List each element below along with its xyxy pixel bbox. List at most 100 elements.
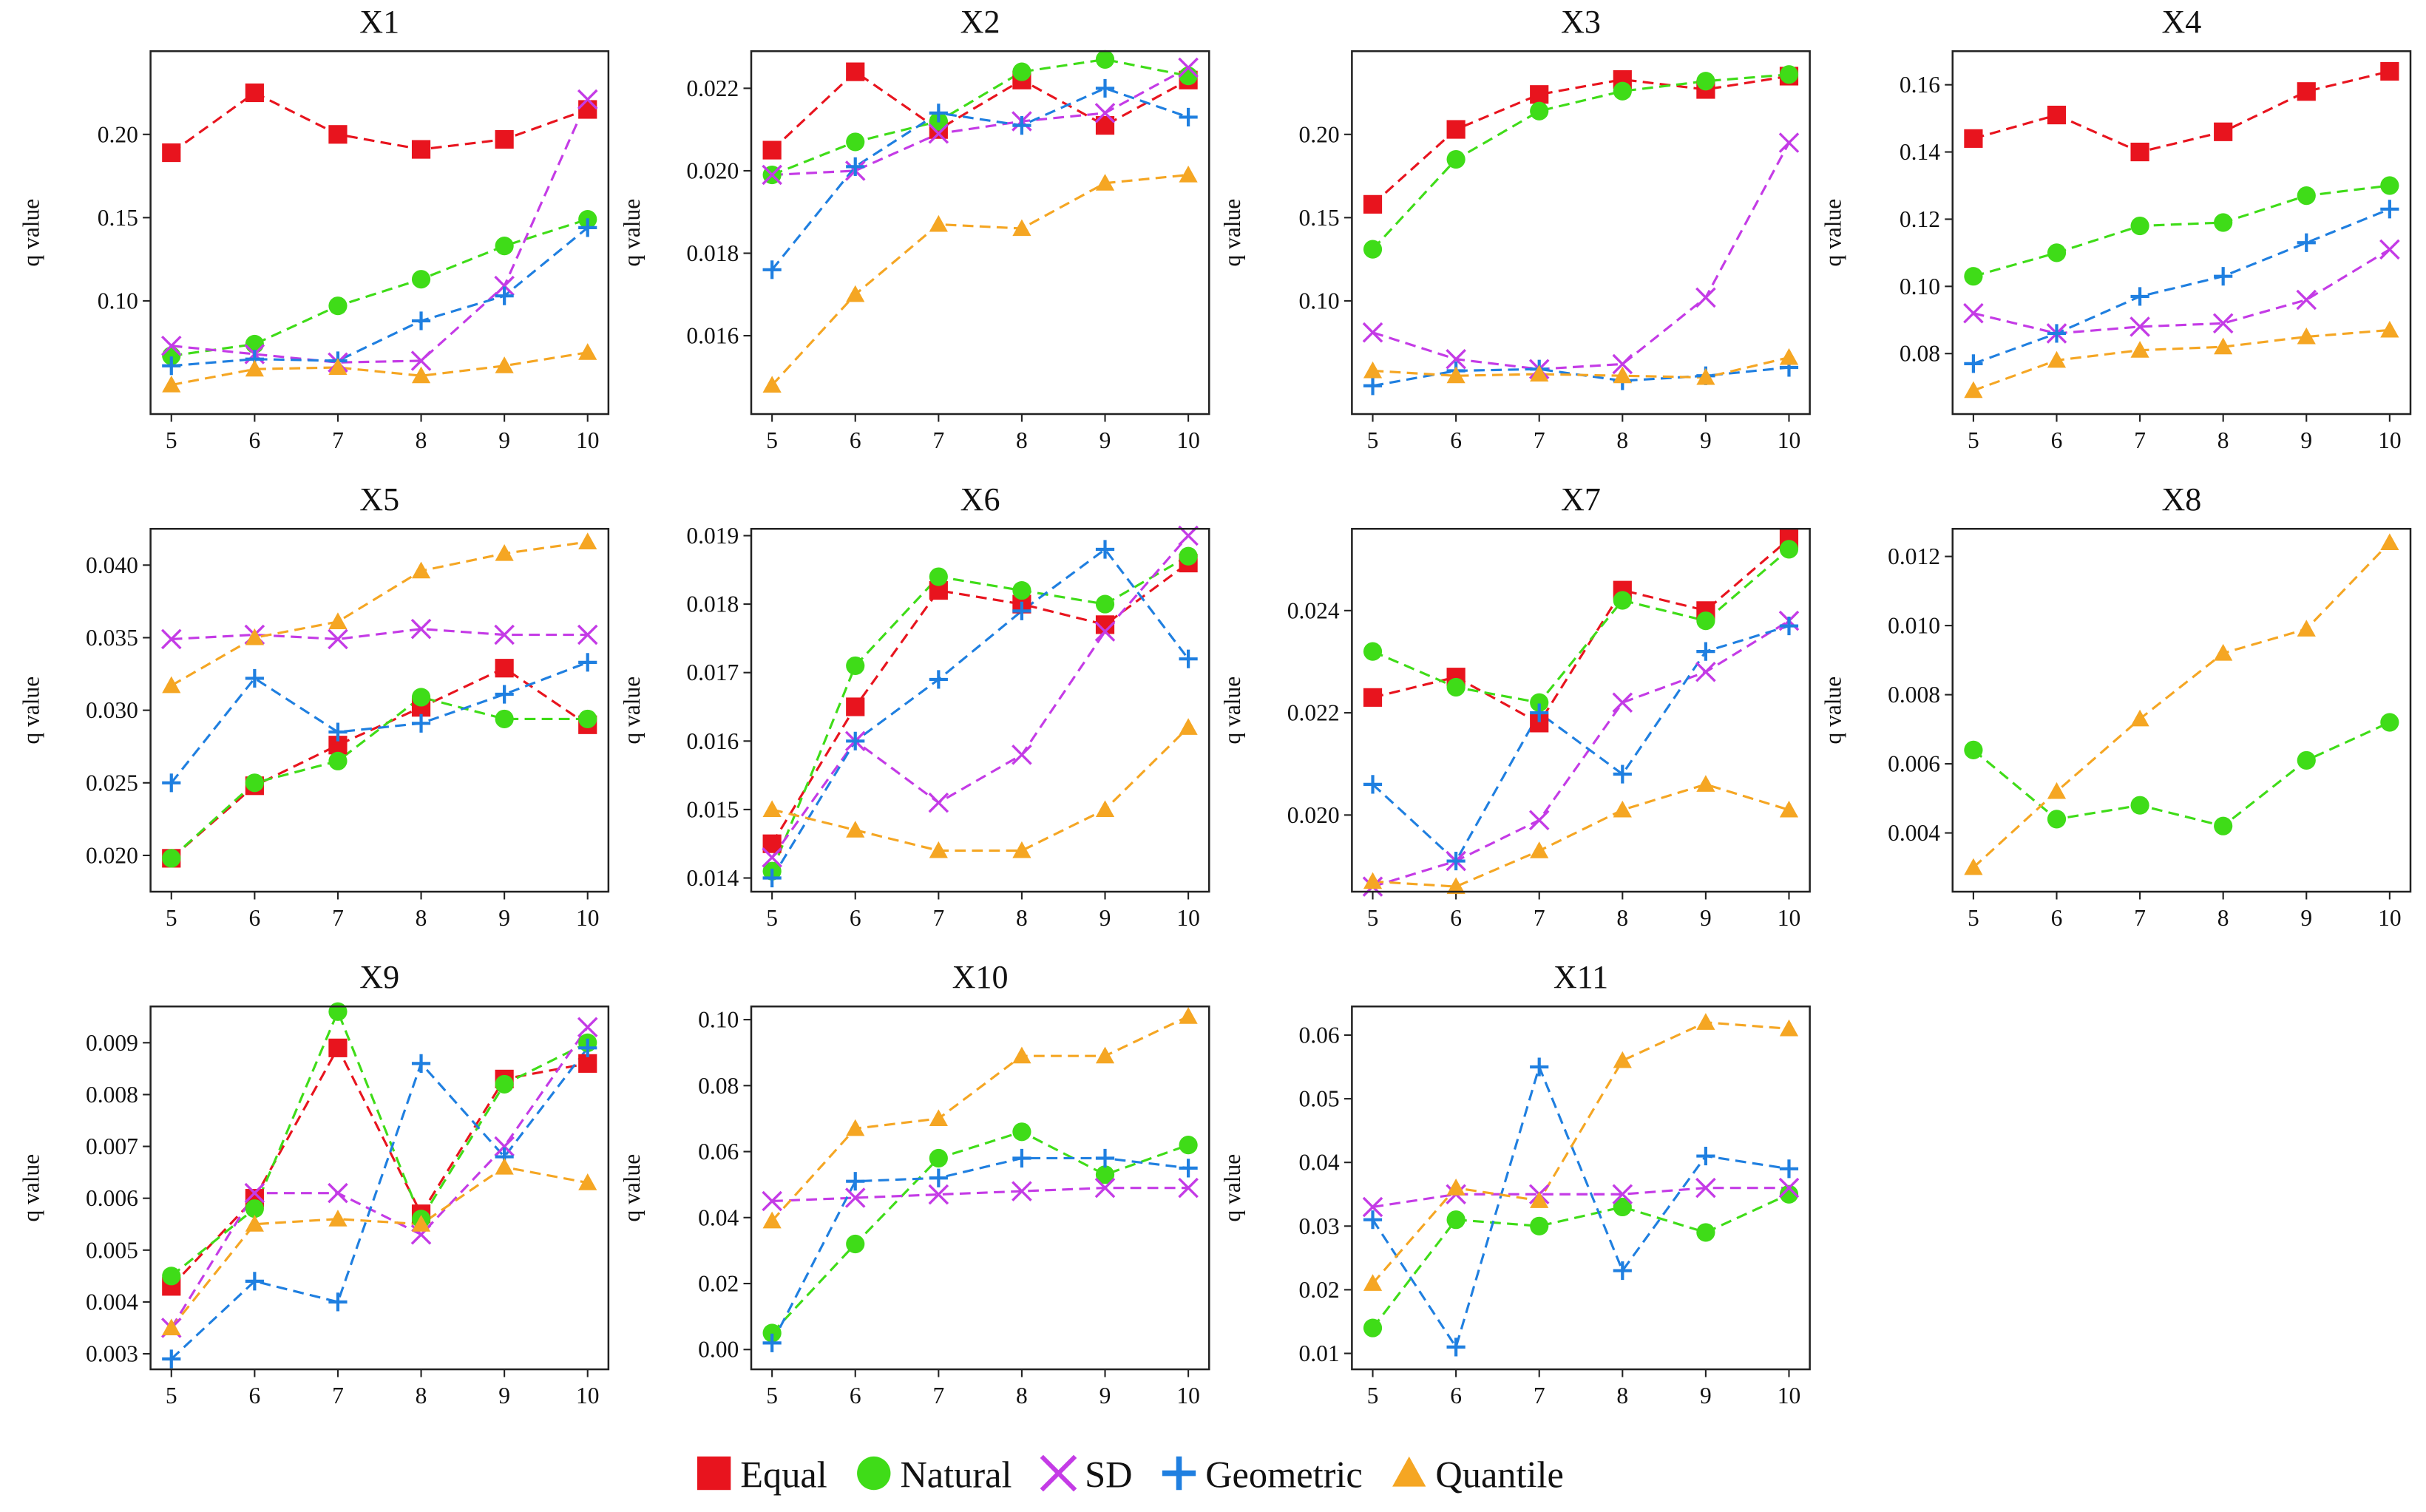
- marker: [2130, 796, 2149, 815]
- legend-label: Equal: [740, 1454, 827, 1495]
- marker: [494, 275, 515, 296]
- marker: [2047, 782, 2067, 799]
- marker: [245, 668, 264, 688]
- x-tick-label: 8: [1616, 1383, 1628, 1408]
- marker: [245, 83, 264, 103]
- plot-frame: [750, 527, 1210, 893]
- x-tick-label: 7: [1534, 427, 1545, 453]
- marker: [1095, 78, 1115, 98]
- marker: [328, 1038, 348, 1057]
- panel-title: X3: [1561, 4, 1601, 40]
- y-tick-label: 0.016: [686, 728, 739, 754]
- series-line: [1372, 356, 1789, 379]
- x-tick-label: 6: [248, 427, 260, 453]
- marker: [1178, 1177, 1199, 1199]
- y-axis-label: q value: [619, 677, 645, 745]
- marker: [328, 358, 348, 376]
- marker: [1779, 1019, 1799, 1037]
- panel: X1 q value 0.10 0.15 0.20 5 6 7 8 9 10: [18, 4, 610, 453]
- marker: [1779, 348, 1799, 365]
- y-axis-label: q value: [18, 677, 44, 745]
- marker: [2130, 216, 2149, 236]
- series-line: [1973, 184, 2391, 278]
- y-tick-label: 0.20: [98, 121, 138, 147]
- marker: [1530, 365, 1549, 382]
- marker: [1363, 642, 1383, 661]
- marker: [1363, 194, 1383, 214]
- y-axis-label: q value: [18, 1154, 44, 1222]
- series-line: [1372, 1193, 1790, 1329]
- marker: [846, 731, 865, 750]
- y-tick-label: 0.06: [698, 1139, 739, 1164]
- plot-frame: [149, 50, 610, 416]
- marker: [1964, 381, 1983, 399]
- y-tick-label: 0.012: [1888, 543, 1940, 569]
- y-axis-label: q value: [619, 1154, 645, 1222]
- x-tick-label: 5: [766, 427, 778, 453]
- y-tick-label: 0.02: [698, 1271, 739, 1297]
- series-line: [1372, 538, 1790, 725]
- marker: [846, 821, 865, 838]
- y-tick-label: 0.06: [1298, 1022, 1339, 1048]
- panel-title: X4: [2161, 4, 2201, 40]
- marker: [2214, 816, 2233, 835]
- marker: [244, 1182, 265, 1204]
- marker: [245, 1272, 264, 1291]
- y-tick-label: 0.035: [86, 625, 138, 651]
- x-tick-label: 9: [1700, 427, 1712, 453]
- marker: [411, 311, 431, 330]
- marker: [1613, 765, 1632, 784]
- y-tick-label: 0.017: [686, 660, 739, 685]
- marker: [1363, 240, 1383, 259]
- panel: X3 q value 0.10 0.15 0.20 5 6 7 8 9 10: [1219, 4, 1811, 453]
- panel-title: X1: [359, 4, 399, 40]
- y-tick-label: 0.018: [686, 591, 739, 617]
- y-tick-label: 0.00: [698, 1337, 739, 1363]
- series-line: [171, 226, 589, 367]
- marker: [578, 532, 597, 549]
- marker: [1779, 540, 1799, 559]
- plot-frame: [149, 1005, 610, 1371]
- series-line: [1973, 248, 2391, 335]
- marker: [1696, 72, 1715, 91]
- marker: [1012, 601, 1031, 620]
- marker: [2297, 233, 2316, 252]
- marker: [929, 1109, 948, 1127]
- marker: [846, 1172, 865, 1191]
- marker: [577, 1017, 598, 1038]
- marker: [328, 296, 348, 316]
- marker: [245, 773, 264, 793]
- x-tick-label: 10: [576, 427, 599, 453]
- x-tick-label: 6: [850, 905, 861, 931]
- series-line: [170, 1047, 589, 1360]
- series-line: [171, 218, 589, 357]
- x-tick-label: 10: [1176, 905, 1199, 931]
- marker: [846, 132, 865, 152]
- x-tick-label: 5: [166, 905, 177, 931]
- marker: [1446, 851, 1466, 871]
- marker: [1012, 219, 1031, 237]
- series-line: [772, 67, 1189, 177]
- series-line: [170, 91, 589, 154]
- marker: [857, 1456, 891, 1491]
- marker: [846, 1119, 865, 1136]
- y-axis-label: q value: [1219, 677, 1245, 745]
- y-tick-label: 0.08: [698, 1073, 739, 1099]
- marker: [328, 612, 348, 629]
- marker: [162, 356, 181, 376]
- series-line: [1972, 541, 2391, 869]
- marker: [1363, 376, 1383, 396]
- marker: [578, 100, 597, 119]
- marker: [846, 62, 865, 81]
- marker: [1363, 688, 1383, 707]
- y-axis-label: q value: [1219, 1154, 1245, 1222]
- marker: [328, 628, 348, 650]
- marker: [929, 1168, 948, 1187]
- marker: [1012, 580, 1031, 600]
- marker: [495, 544, 514, 561]
- marker: [1362, 1196, 1383, 1218]
- marker: [1179, 1159, 1198, 1178]
- y-tick-label: 0.024: [1287, 597, 1340, 623]
- x-tick-label: 5: [1367, 427, 1379, 453]
- marker: [762, 1333, 782, 1352]
